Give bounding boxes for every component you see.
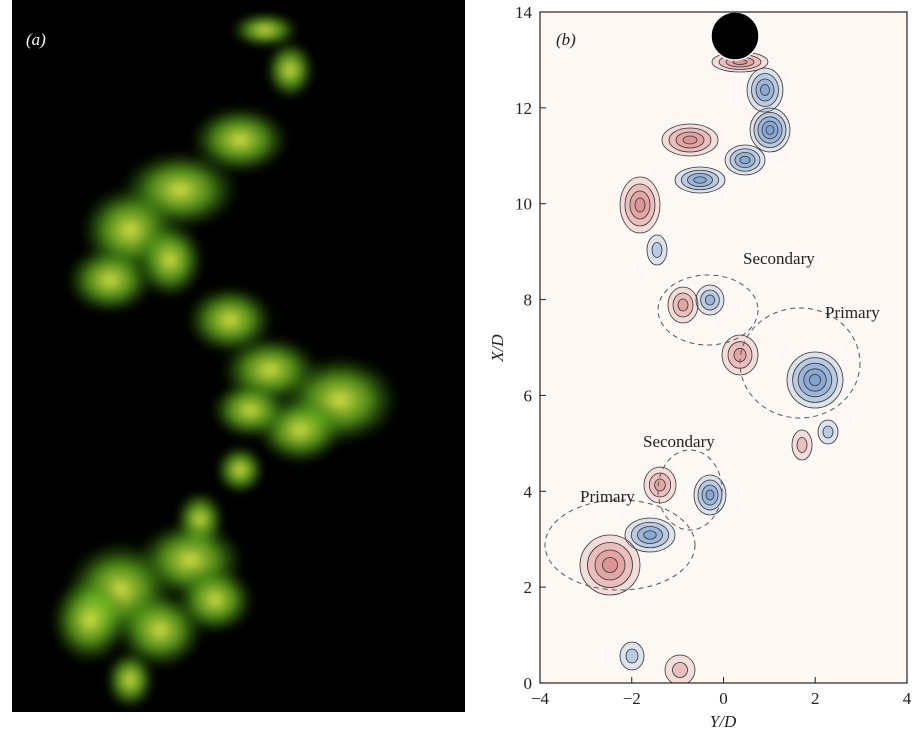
dye-blob [265,40,315,100]
contour [740,156,750,164]
contour [635,198,645,212]
contour [652,243,662,258]
dye-blob [210,380,290,440]
contour [809,374,820,385]
y-tick-label: 4 [524,482,533,501]
contour [673,663,688,678]
contour [678,299,688,311]
dye-blob [215,445,265,495]
dye-blob [175,565,255,635]
contour [626,649,638,663]
cylinder [711,12,759,60]
x-axis-label: Y/D [710,712,737,731]
annotation: Secondary [743,249,815,268]
y-tick-label: 14 [515,3,533,22]
y-tick-label: 8 [524,291,533,310]
contour [644,531,657,540]
contour [603,558,618,573]
y-tick-label: 6 [524,386,533,405]
contour [694,177,707,184]
contour [705,295,714,305]
y-tick-label: 10 [515,195,532,214]
x-tick-label: 4 [903,689,912,708]
contour [706,490,714,500]
dye-blob [135,220,205,300]
y-axis-label: X/D [488,334,507,363]
y-tick-label: 2 [524,578,533,597]
contour [766,126,774,135]
dye-blob [105,650,155,710]
contour [823,426,833,438]
contour [655,479,666,491]
x-tick-label: 0 [719,689,728,708]
contour [683,136,697,144]
x-tick-label: 2 [811,689,820,708]
y-tick-label: 12 [515,99,532,118]
figure: (a) (b) Y/D X/D −4 −2 0 2 4 0 2 4 6 8 10 12 14 Second… [0,0,916,735]
panel-label: (b) [556,30,576,49]
contour [761,85,770,96]
annotation: Primary [580,487,635,506]
y-tick-label: 0 [524,674,533,693]
annotation: Primary [825,303,880,322]
contour [797,438,807,453]
panel-label: (a) [26,30,46,49]
annotation: Secondary [643,432,715,451]
x-tick-label: −2 [623,689,641,708]
x-tick-label: −4 [531,689,550,708]
